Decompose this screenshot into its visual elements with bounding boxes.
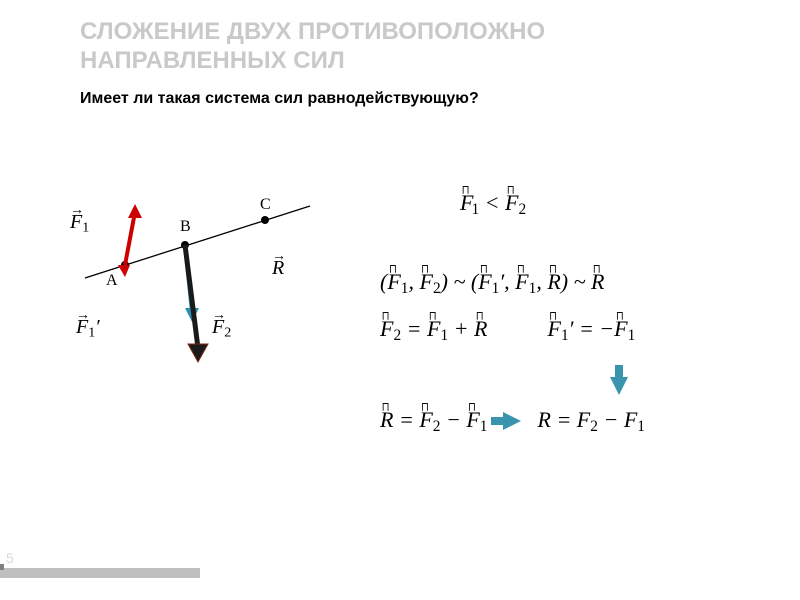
formula-block: F1 < F2 (F1, F2) ~ (F1′, F1, R) ~ R F2 =… (380, 150, 780, 453)
force-diagram: → F1 A B C → F1′ → F2 → R (40, 150, 340, 390)
footer-pin (0, 564, 4, 570)
label-B: B (180, 218, 191, 236)
arrow-down-icon (610, 377, 628, 395)
formula-equivalence: (F1, F2) ~ (F1′, F1, R) ~ R (380, 269, 780, 298)
title-line-2: НАПРАВЛЕННЫХ СИЛ (80, 47, 770, 76)
footer-bar (0, 568, 200, 578)
label-A: A (106, 272, 118, 290)
formula-r-scalar: R = F2 − F1 (537, 407, 644, 436)
formula-relation: F1 < F2 (460, 190, 780, 219)
formula-r-vector: R = F2 − F1 (380, 407, 487, 436)
page-number: 5 (6, 550, 14, 566)
label-F1: → F1 (70, 200, 89, 249)
subtitle: Имеет ли такая система сил равнодействую… (0, 82, 800, 108)
label-F1-prime: → F1′ (76, 305, 100, 354)
title-line-1: СЛОЖЕНИЕ ДВУХ ПРОТИВОПОЛОЖНО (80, 18, 770, 47)
label-R: → R (272, 246, 286, 292)
diagram-svg (40, 150, 340, 390)
arrow-right-icon (503, 412, 521, 430)
label-C: C (260, 196, 271, 214)
formula-f1-neg: F1′ = −F1 (547, 316, 635, 345)
formula-f2-sum: F2 = F1 + R (380, 316, 487, 345)
label-F2: → F2 (212, 305, 231, 354)
